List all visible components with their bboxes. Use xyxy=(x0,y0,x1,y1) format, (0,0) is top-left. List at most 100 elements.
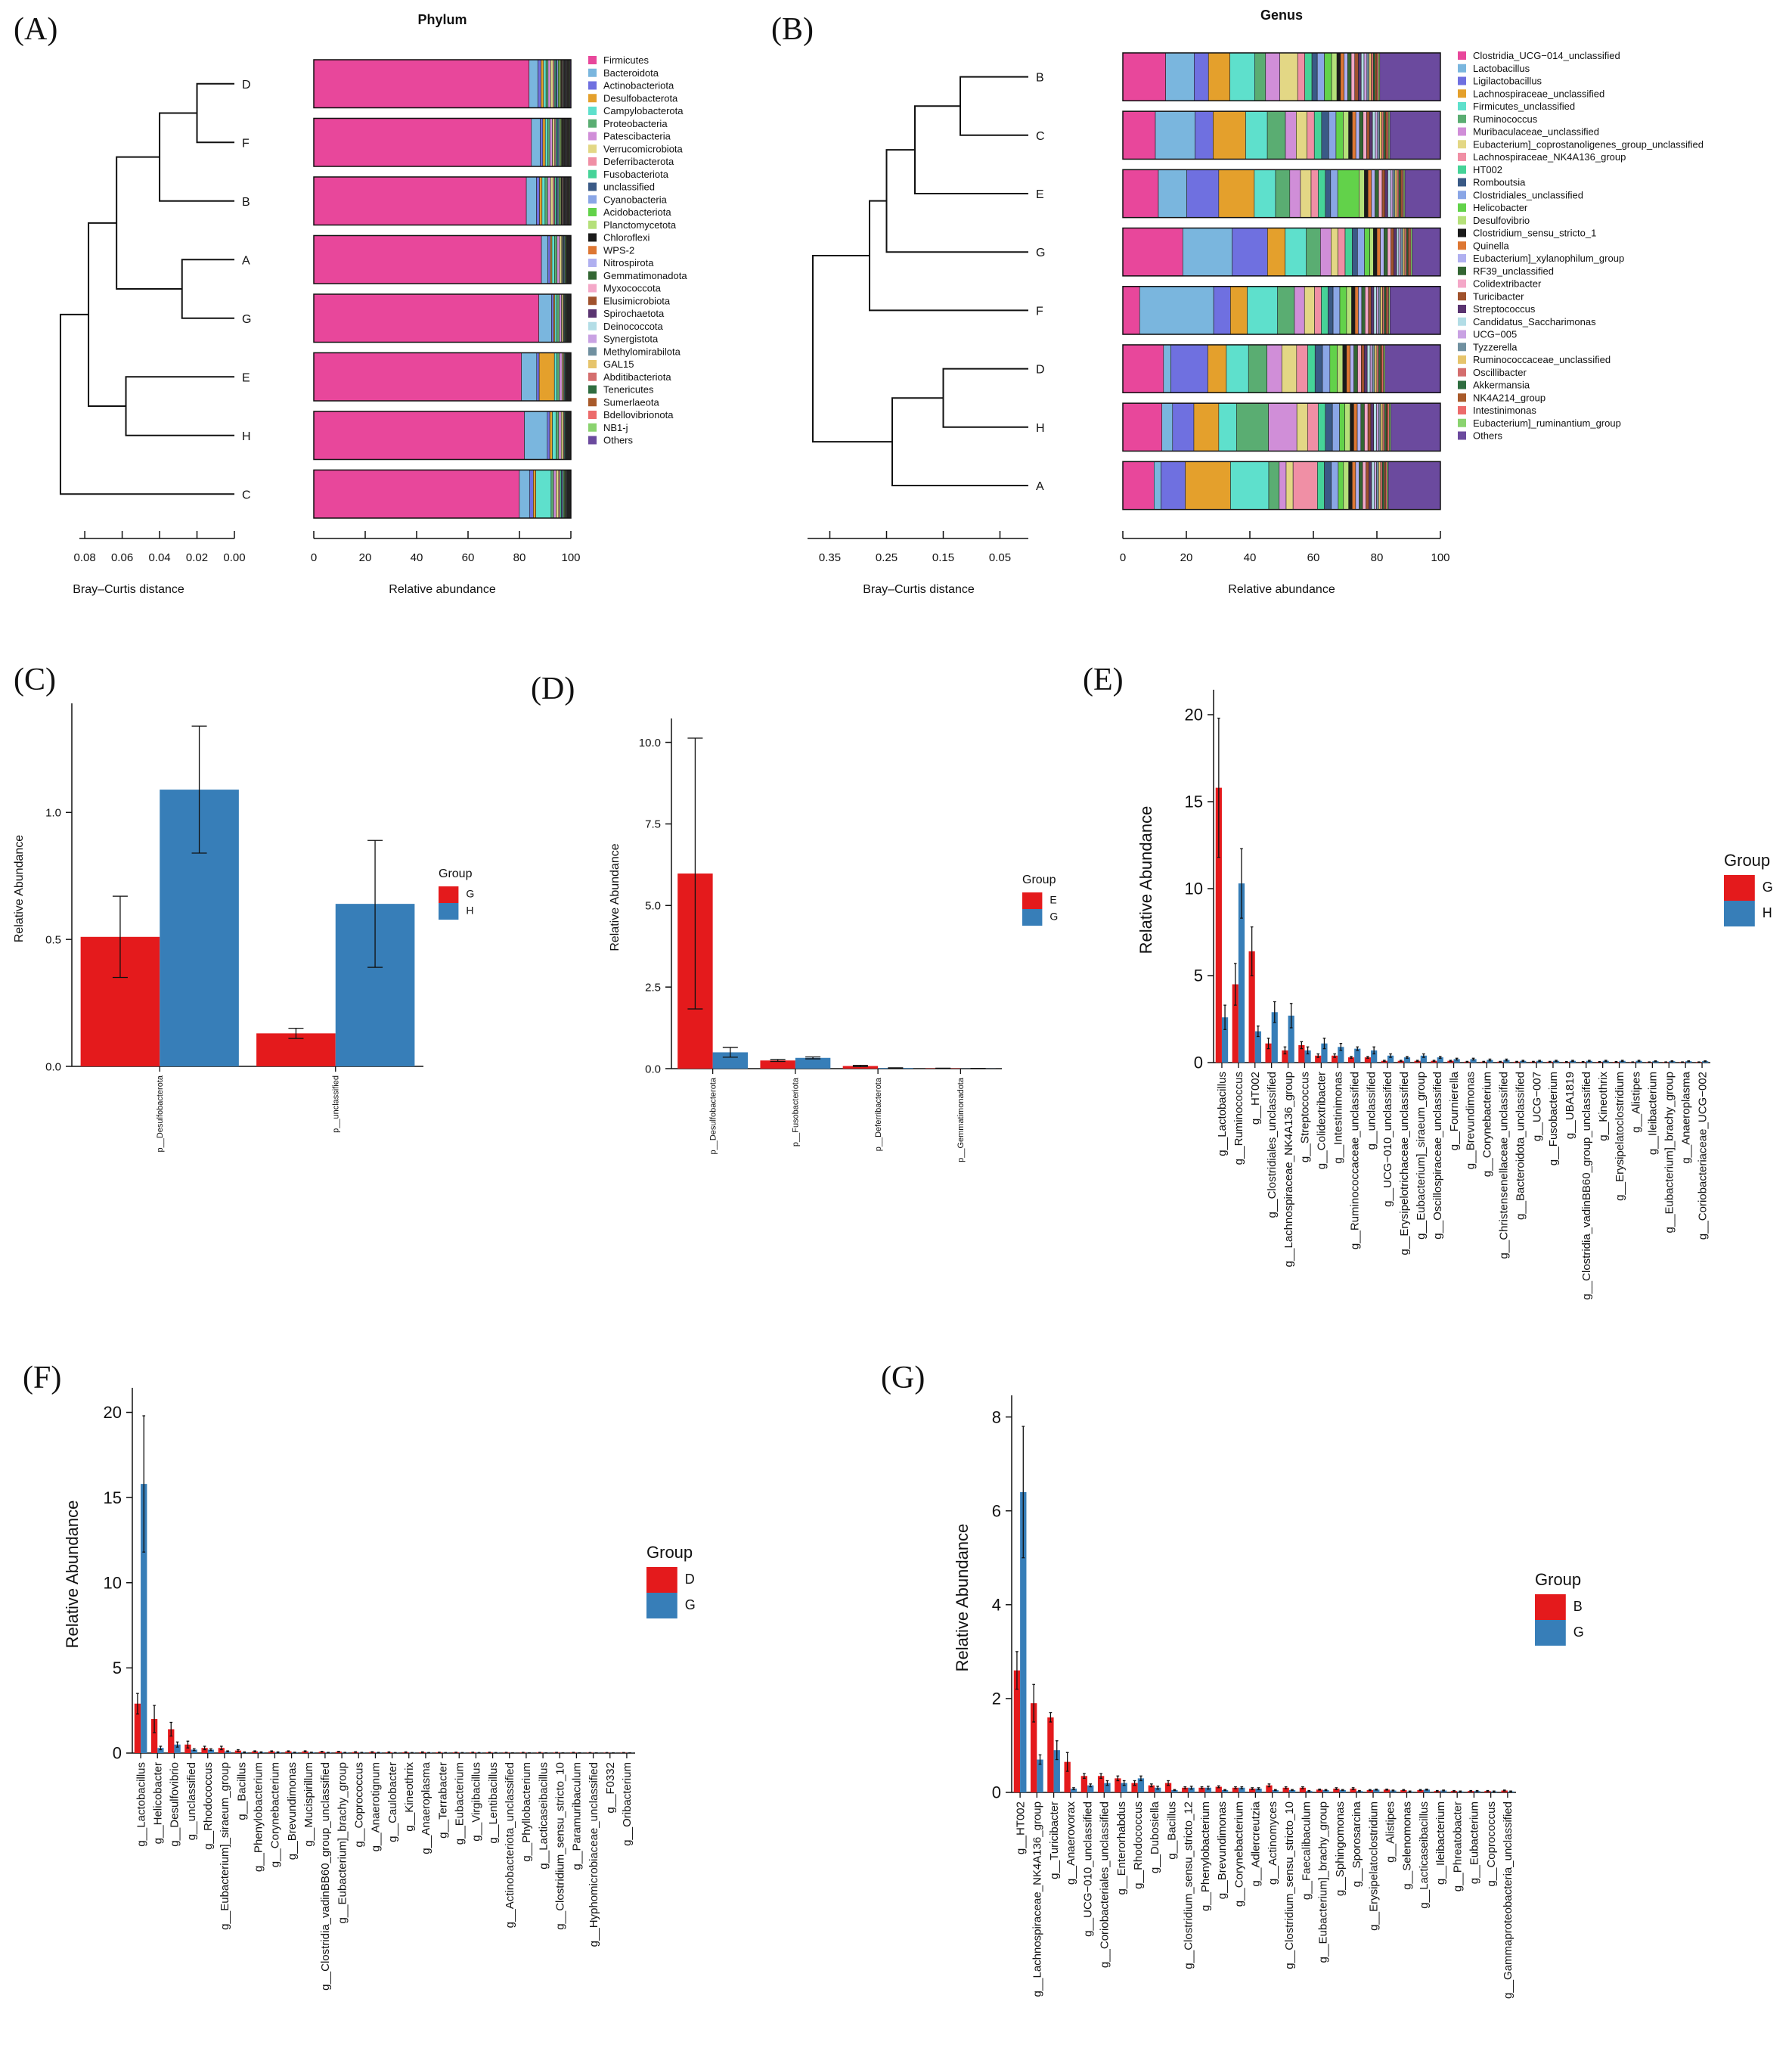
x-tick-label: g__Sphingomonas xyxy=(1334,1801,1347,1896)
stacked-segment xyxy=(1383,110,1386,160)
x-tick-label: g__Anaeroplasma xyxy=(420,1761,432,1854)
panel-a-phylum: D F B A G E H C 0.08 0.06 0.04 0.02 0.00 Bray–Curtis … xyxy=(59,12,687,596)
legend-label: NB1-j xyxy=(603,422,628,433)
stacked-segment xyxy=(1267,228,1285,277)
stacked-segment xyxy=(1313,110,1322,160)
legend-label: Ruminococcus xyxy=(1473,113,1538,125)
legend-swatch xyxy=(1458,178,1466,187)
legend-swatch xyxy=(646,1593,677,1618)
bar xyxy=(1198,1787,1205,1792)
stacked-segment xyxy=(559,352,563,402)
stacked-segment xyxy=(313,470,520,519)
stacked-segment xyxy=(561,293,563,343)
legend-swatch xyxy=(588,284,597,293)
stacked-segment xyxy=(1332,286,1341,335)
bar xyxy=(201,1748,208,1753)
legend-label: Streptococcus xyxy=(1473,303,1536,315)
bar xyxy=(1037,1759,1043,1792)
legend-label: D xyxy=(685,1572,695,1587)
bar xyxy=(1265,1043,1272,1063)
stacked-segment xyxy=(1382,286,1384,335)
bar xyxy=(795,1057,831,1069)
stacked-segment xyxy=(1400,228,1403,277)
bar xyxy=(1383,1789,1391,1792)
legend-swatch xyxy=(1458,140,1466,149)
stacked-segment xyxy=(553,176,555,225)
stacked-segment xyxy=(556,470,560,519)
x-tick-label: g__Rhodococcus xyxy=(1132,1801,1145,1889)
stacked-segment xyxy=(1161,402,1173,452)
stacked-segment xyxy=(1218,169,1255,218)
stacked-segment xyxy=(1331,52,1338,101)
chart-title: Phylum xyxy=(417,12,467,27)
stacked-segment xyxy=(1359,461,1363,510)
stacked-segment xyxy=(1122,286,1140,335)
x-tick-label: g__Coprococcus xyxy=(353,1762,366,1848)
legend-label: Tyzzerella xyxy=(1473,341,1518,352)
legend-label: Helicobacter xyxy=(1473,202,1528,213)
panel-c-bar-chart: 0.0 0.5 1.0 Relative Abundance p__Desulfobac… xyxy=(13,703,474,1153)
stacked-segment xyxy=(547,411,550,460)
dendrogram-link xyxy=(59,313,234,495)
dendrogram-tick-label: 0.35 xyxy=(819,551,841,564)
legend-swatch xyxy=(588,309,597,318)
legend-label: Intestinimonas xyxy=(1473,405,1536,416)
stacked-segment xyxy=(1364,402,1369,452)
stacked-segment xyxy=(1355,110,1360,160)
bar xyxy=(1148,1785,1155,1792)
bar xyxy=(1304,1050,1311,1063)
bar xyxy=(1272,1789,1279,1792)
legend-swatch xyxy=(1535,1594,1566,1620)
legend-label: Desulfovibrio xyxy=(1473,215,1530,226)
legend-label: UCG−005 xyxy=(1473,329,1517,340)
stacked-segment xyxy=(1396,228,1400,277)
bar-axis-tick-label: 40 xyxy=(1244,551,1257,564)
bar xyxy=(712,1052,749,1069)
stacked-segment xyxy=(1369,228,1374,277)
stacked-segment xyxy=(1379,110,1382,160)
panel-label-f: (F) xyxy=(23,1361,61,1395)
stacked-segment xyxy=(1254,52,1266,101)
stacked-segment xyxy=(1194,52,1209,101)
legend-label: unclassified xyxy=(603,182,655,193)
bar xyxy=(174,1744,181,1753)
bar xyxy=(1221,1789,1229,1792)
x-tick-label: g__Actinomyces xyxy=(1266,1801,1279,1885)
stacked-segment xyxy=(1155,110,1195,160)
bar xyxy=(1249,1789,1256,1792)
x-tick-label: g__Erysipelotrichaceae_unclassified xyxy=(1398,1072,1411,1255)
sample-label: A xyxy=(1036,480,1044,493)
y-axis-title: Relative Abundance xyxy=(953,1524,972,1672)
bar xyxy=(1282,1787,1289,1792)
stacked-segment xyxy=(1356,402,1362,452)
bar xyxy=(760,1060,795,1069)
stacked-segment xyxy=(1371,169,1375,218)
x-tick-label: p__unclassified xyxy=(332,1075,341,1133)
stacked-segment xyxy=(1248,344,1267,393)
stacked-segment xyxy=(540,118,544,167)
stacked-segment xyxy=(1351,461,1356,510)
x-tick-label: g__Corynebacterium xyxy=(1232,1801,1245,1907)
stacked-segment xyxy=(1281,344,1297,393)
bar-axis-tick-label: 80 xyxy=(1371,551,1384,564)
bar-axis-title: Relative abundance xyxy=(1228,583,1335,596)
bar-axis-tick-label: 80 xyxy=(513,551,526,564)
stacked-bar-outline xyxy=(313,117,572,167)
bar xyxy=(1470,1059,1477,1063)
legend-label: Cyanobacteria xyxy=(603,194,668,205)
stacked-segment xyxy=(313,59,530,108)
stacked-segment xyxy=(1337,169,1360,218)
x-tick-label: g__unclassified xyxy=(1365,1072,1378,1150)
legend-label: Synergistota xyxy=(603,334,659,345)
bar xyxy=(1115,1778,1121,1792)
stacked-segment xyxy=(1329,344,1338,393)
stacked-segment xyxy=(1266,110,1286,160)
stacked-segment xyxy=(1213,286,1231,335)
stacked-segment xyxy=(1352,110,1356,160)
stacked-bar-outline xyxy=(313,176,572,226)
dendrogram-tick-label: 0.15 xyxy=(932,551,954,564)
legend-swatch xyxy=(588,233,597,242)
stacked-segment xyxy=(1376,286,1379,335)
legend-label: Eubacterium]_coprostanoligenes_group_unc… xyxy=(1473,138,1704,150)
stacked-segment xyxy=(1331,461,1339,510)
